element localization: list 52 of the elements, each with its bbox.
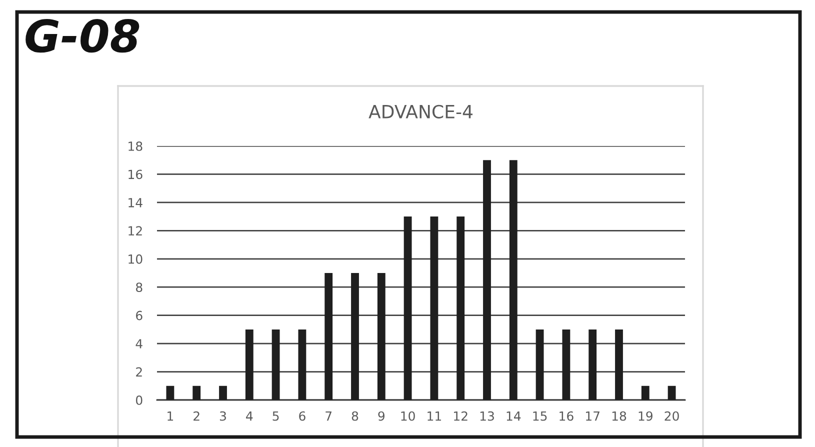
x-tick-label: 3	[220, 411, 226, 421]
bar	[351, 273, 359, 400]
x-tick-label: 19	[638, 411, 652, 421]
x-tick-label: 12	[454, 411, 468, 421]
y-tick-label: 16	[128, 170, 142, 180]
x-tick-label: 7	[326, 411, 332, 421]
bar	[536, 329, 544, 400]
x-tick-label: 10	[401, 411, 415, 421]
y-tick-label: 6	[136, 310, 142, 320]
x-tick-label: 20	[664, 411, 679, 421]
bar	[509, 160, 518, 400]
x-tick-label: 6	[299, 411, 306, 421]
bar	[404, 216, 412, 400]
bar	[245, 329, 254, 400]
bar	[483, 160, 491, 400]
x-tick-label: 15	[533, 411, 547, 421]
bar	[641, 386, 650, 400]
y-tick-label: 10	[128, 254, 142, 264]
chart-subtitle: ADVANCE-4	[368, 104, 472, 118]
y-tick-label: 12	[128, 226, 142, 236]
bar	[272, 329, 280, 400]
y-tick-label: 14	[128, 198, 142, 208]
y-tick-label: 8	[136, 282, 142, 292]
bar	[324, 273, 333, 400]
bar	[668, 386, 676, 400]
x-tick-label: 9	[378, 411, 384, 421]
bar	[588, 329, 597, 400]
y-tick-label: 18	[128, 141, 142, 151]
bar	[562, 329, 570, 400]
x-tick-label: 17	[586, 411, 600, 421]
y-tick-label: 2	[136, 367, 142, 377]
chart-title: G-08	[26, 19, 140, 53]
bar	[615, 329, 623, 400]
x-tick-label: 13	[480, 411, 494, 421]
x-tick-label: 14	[506, 411, 521, 421]
x-tick-label: 1	[168, 411, 174, 421]
bar	[377, 273, 386, 400]
bar	[298, 329, 306, 400]
x-tick-label: 16	[560, 411, 574, 421]
bar	[192, 386, 201, 400]
y-tick-label: 4	[136, 339, 142, 348]
y-tick-label: 0	[136, 395, 142, 405]
bar	[166, 386, 174, 400]
bar	[430, 216, 438, 400]
x-tick-label: 2	[194, 411, 200, 421]
x-tick-label: 8	[352, 411, 358, 421]
bar	[219, 386, 227, 400]
x-tick-label: 11	[428, 411, 441, 421]
x-tick-label: 18	[612, 411, 626, 421]
x-tick-label: 4	[246, 411, 253, 421]
bar	[456, 216, 465, 400]
x-tick-label: 5	[272, 411, 279, 421]
